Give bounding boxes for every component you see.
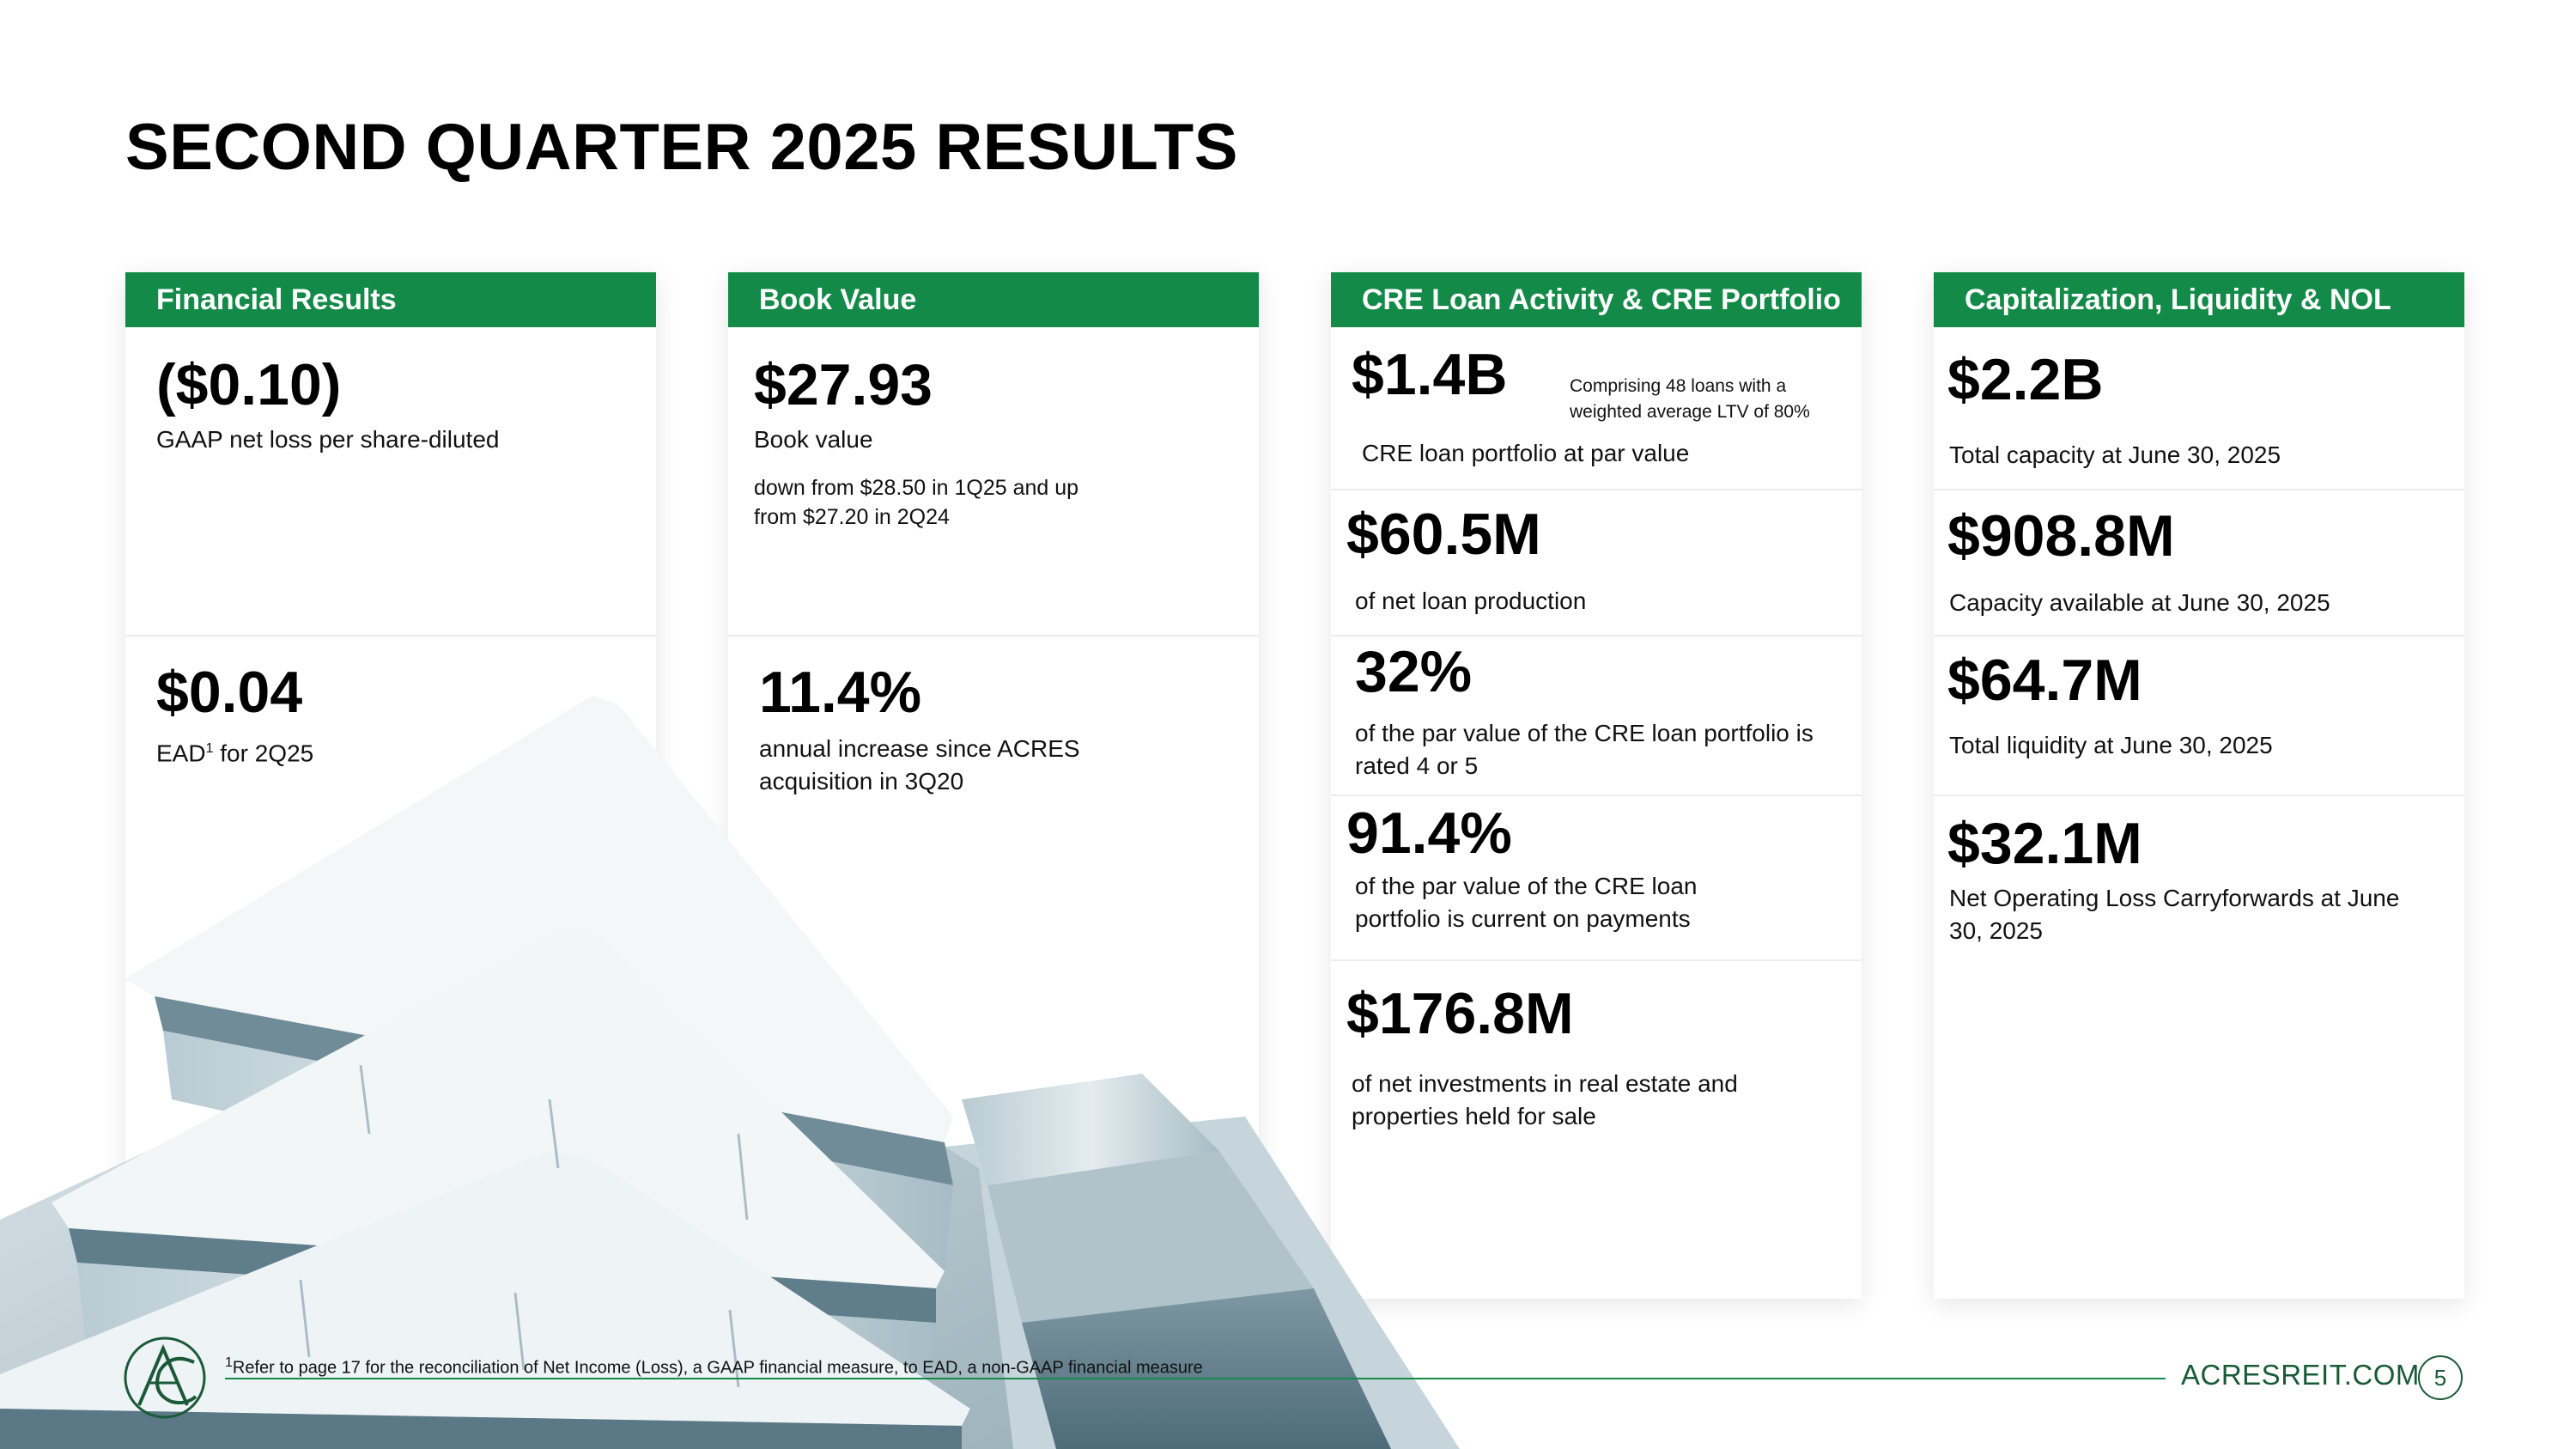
book-value-column: Book Value $27.93 Book value down from $… xyxy=(728,272,1259,795)
annual-increase-metric: 11.4% annual increase since ACRES acquis… xyxy=(728,636,1259,825)
financial-results-column: Financial Results ($0.10) GAAP net loss … xyxy=(125,272,656,766)
current-on-payments-value: 91.4% xyxy=(1346,801,1512,866)
ead-label: EAD1 for 2Q25 xyxy=(156,740,314,767)
net-investments-value: $176.8M xyxy=(1346,981,1574,1046)
net-investments-label: of net investments in real estate and pr… xyxy=(1352,1070,1738,1129)
total-capacity-value: $2.2B xyxy=(1947,347,2104,412)
financial-results-header: Financial Results xyxy=(125,272,656,327)
nol-label: Net Operating Loss Carryforwards at June… xyxy=(1949,885,2400,944)
cre-loan-header: CRE Loan Activity & CRE Portfolio xyxy=(1331,272,1862,327)
rated-4-or-5-metric: 32% of the par value of the CRE loan por… xyxy=(1331,636,1862,796)
building-photo xyxy=(0,696,1460,1449)
capitalization-header: Capitalization, Liquidity & NOL xyxy=(1934,272,2464,327)
total-liquidity-label: Total liquidity at June 30, 2025 xyxy=(1949,732,2273,758)
rated-4-or-5-label: of the par value of the CRE loan portfol… xyxy=(1355,720,1814,779)
cre-loan-column: CRE Loan Activity & CRE Portfolio $1.4B … xyxy=(1331,272,1862,1129)
page-title: SECOND QUARTER 2025 RESULTS xyxy=(125,111,1238,184)
website-link[interactable]: ACRESREIT.COM xyxy=(2181,1359,2420,1391)
nol-value: $32.1M xyxy=(1947,811,2142,876)
net-loan-production-value: $60.5M xyxy=(1346,502,1541,567)
cre-loan-panel xyxy=(1331,272,1862,1299)
net-investments-metric: $176.8M of net investments in real estat… xyxy=(1331,961,1862,1167)
book-value-header: Book Value xyxy=(728,272,1259,327)
current-on-payments-label: of the par value of the CRE loan portfol… xyxy=(1355,873,1698,932)
cre-portfolio-label: CRE loan portfolio at par value xyxy=(1362,440,1690,466)
page-number: 5 xyxy=(2418,1355,2463,1400)
total-liquidity-value: $64.7M xyxy=(1947,648,2142,713)
ead-metric: $0.04 EAD1 for 2Q25 xyxy=(125,636,656,808)
capacity-available-label: Capacity available at June 30, 2025 xyxy=(1949,589,2330,616)
rated-4-or-5-value: 32% xyxy=(1355,639,1473,704)
footnote: 1Refer to page 17 for the reconciliation… xyxy=(225,1355,1203,1378)
total-capacity-label: Total capacity at June 30, 2025 xyxy=(1949,441,2281,468)
capacity-available-value: $908.8M xyxy=(1947,503,2175,569)
nol-metric: $32.1M Net Operating Loss Carryforwards … xyxy=(1934,796,2464,968)
book-value-value: $27.93 xyxy=(754,352,933,417)
net-loan-production-label: of net loan production xyxy=(1355,588,1587,614)
gaap-net-loss-label: GAAP net loss per share-diluted xyxy=(156,426,500,453)
annual-increase-value: 11.4% xyxy=(759,660,922,725)
annual-increase-label: annual increase since ACRES acquisition … xyxy=(759,735,1080,795)
book-value-note: down from $28.50 in 1Q25 and up from $27… xyxy=(754,476,1079,529)
total-capacity-metric: $2.2B Total capacity at June 30, 2025 xyxy=(1934,327,2464,490)
current-on-payments-metric: 91.4% of the par value of the CRE loan p… xyxy=(1331,796,1862,961)
cre-portfolio-metric: $1.4B Comprising 48 loans with a weighte… xyxy=(1331,327,1862,490)
net-loan-production-metric: $60.5M of net loan production xyxy=(1331,490,1862,636)
gaap-net-loss-value: ($0.10) xyxy=(156,352,342,417)
total-liquidity-metric: $64.7M Total liquidity at June 30, 2025 xyxy=(1934,636,2464,796)
ead-value: $0.04 xyxy=(156,660,303,725)
capitalization-column: Capitalization, Liquidity & NOL $2.2B To… xyxy=(1934,272,2464,944)
book-value-label: Book value xyxy=(754,426,873,453)
cre-portfolio-value: $1.4B xyxy=(1352,342,1508,407)
capacity-available-metric: $908.8M Capacity available at June 30, 2… xyxy=(1934,490,2464,636)
book-value-metric: $27.93 Book value down from $28.50 in 1Q… xyxy=(728,327,1259,636)
acres-logo-icon xyxy=(124,1336,206,1419)
cre-portfolio-note: Comprising 48 loans with a weighted aver… xyxy=(1570,376,1810,422)
footer-divider xyxy=(225,1378,2166,1379)
capitalization-panel xyxy=(1934,272,2464,1299)
gaap-net-loss-metric: ($0.10) GAAP net loss per share-diluted xyxy=(125,327,656,636)
